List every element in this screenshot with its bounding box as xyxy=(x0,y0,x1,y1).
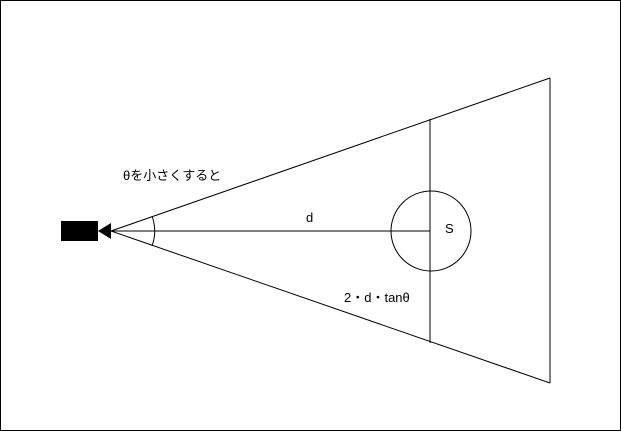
camera-lens xyxy=(98,223,111,239)
object-label: S xyxy=(445,221,454,236)
distance-label: d xyxy=(306,210,313,225)
object-circle xyxy=(390,190,472,272)
fov-upper-ray xyxy=(110,77,551,232)
width-formula-label: 2・d・tanθ xyxy=(344,290,410,305)
theta-note-label: θを小さくすると xyxy=(123,168,221,183)
camera-body xyxy=(61,221,98,241)
angle-arc xyxy=(151,215,156,247)
fov-lower-ray xyxy=(110,230,551,384)
